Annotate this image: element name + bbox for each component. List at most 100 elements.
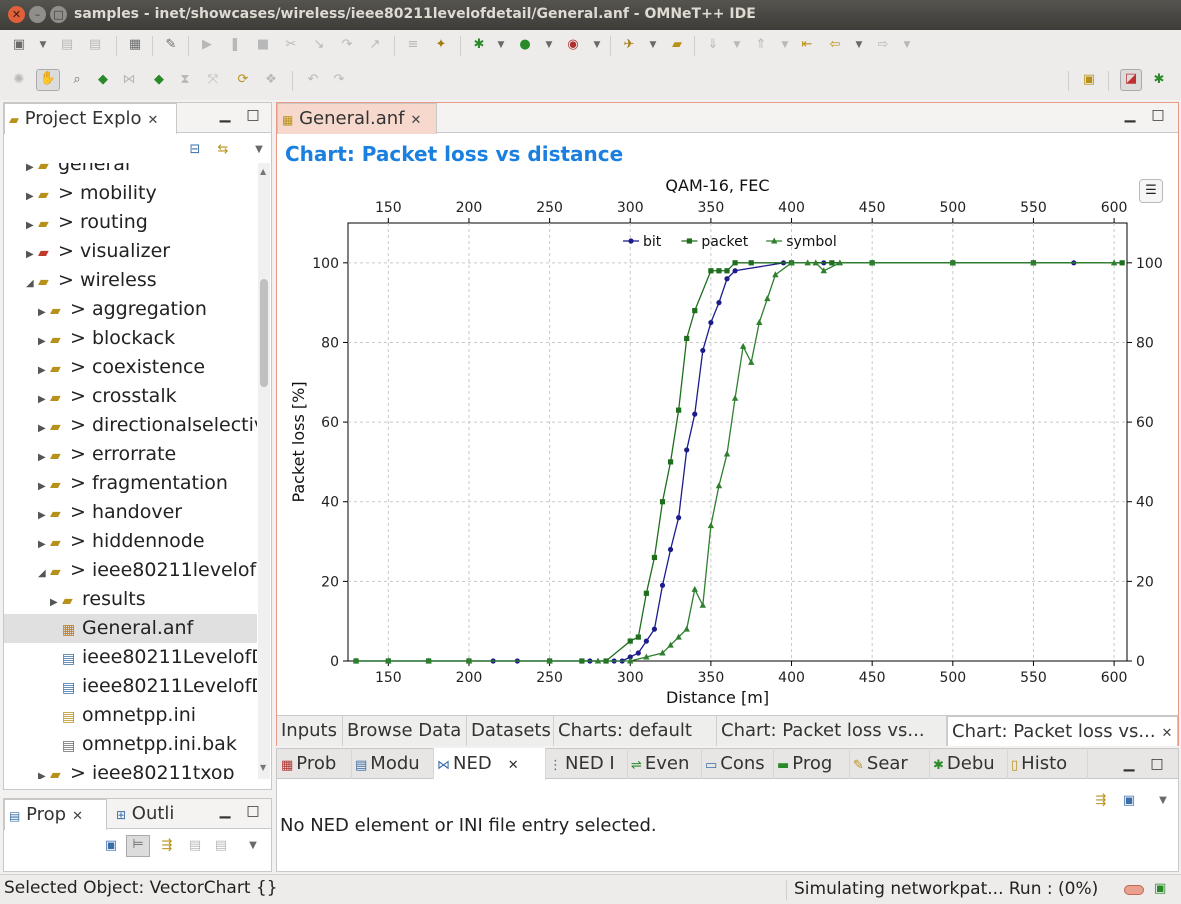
sun-icon[interactable]: ✺ [13,72,25,87]
run-icon[interactable]: ● [519,37,531,52]
outline-tab[interactable]: ⊞ Outli [116,803,175,824]
tree-item[interactable]: ▶ ▰ > handover [4,498,257,527]
page-tab-chart-2[interactable]: Chart: Packet loss vs... ✕ [947,716,1178,746]
open-folder-icon[interactable]: ▰ [672,37,682,52]
editor-tab-general-anf[interactable]: ▦ General.anf ✕ [277,103,437,134]
tab-console[interactable]: ▭ Cons [702,748,774,779]
collapsed-arrow-icon[interactable]: ▶ [38,336,46,347]
tree-item[interactable]: ▶ ▰ > crosstalk [4,382,257,411]
profile-icon[interactable]: ◉ [567,37,579,52]
minimize-icon[interactable]: ▁ [1124,107,1136,123]
view-menu-icon[interactable]: ▼ [1159,795,1167,806]
project-explorer-tab[interactable]: ▰ Project Explo ✕ [4,103,177,134]
back-icon[interactable]: ⇦ [829,37,841,52]
minimize-icon[interactable]: ▁ [1123,756,1135,772]
maximize-icon[interactable]: □ [1150,756,1164,772]
undo-icon[interactable]: ↶ [307,72,319,87]
collapsed-arrow-icon[interactable]: ▶ [38,771,46,779]
tree-item[interactable]: ▤ omnetpp.ini [4,701,257,730]
close-icon[interactable]: ✕ [147,113,159,128]
disconnect-icon[interactable]: ✂ [285,37,297,52]
tree-item[interactable]: ▶ ▰ > directionalselectivity [4,411,257,440]
debug-icon[interactable]: ✱ [473,37,485,52]
minimize-window-button[interactable]: – [29,6,46,23]
debug-perspective-icon[interactable]: ✱ [1153,72,1165,87]
tree-item[interactable]: ▶ ▰ general [4,163,257,179]
collapse-all-icon[interactable]: ⊟ [189,142,201,157]
tree-item[interactable]: ◢ ▰ > wireless [4,266,257,295]
close-icon[interactable]: ✕ [1161,726,1173,741]
collapsed-arrow-icon[interactable]: ▶ [38,365,46,376]
maximize-icon[interactable]: □ [246,803,260,819]
fit-vertical-icon[interactable]: ⧗ [180,72,190,87]
tree-item[interactable]: ▶ ▰ > fragmentation [4,469,257,498]
zoom-horizontal-icon[interactable]: ◆ [98,72,108,87]
tab-ned[interactable]: ⋈ NED ✕ [434,748,546,780]
background-tasks-icon[interactable]: ▣ [1154,881,1167,896]
dropdown-icon[interactable]: ▼ [649,40,657,50]
redo-icon[interactable]: ↷ [333,72,345,87]
tree-item[interactable]: ▶ ▰ > mobility [4,179,257,208]
chart[interactable]: 1501502002002502503003003503504004004504… [278,173,1178,713]
properties-tab[interactable]: ▤ Prop ✕ [4,799,107,830]
tree-item[interactable]: ▶ ▰ results [4,585,257,614]
tree-item[interactable]: ▶ ▰ > hiddennode [4,527,257,556]
dropdown-icon[interactable]: ▼ [855,40,863,50]
collapsed-arrow-icon[interactable]: ▶ [38,394,46,405]
advanced-icon[interactable]: ▤ [214,838,228,853]
page-tab-chart-1[interactable]: Chart: Packet loss vs... [717,716,947,746]
tab-problems[interactable]: ▦ Prob [278,748,352,779]
tree-item[interactable]: ◢ ▰ > ieee80211levelofdetail [4,556,257,585]
chart-properties-icon[interactable]: ☰ [1139,179,1163,203]
view-menu-icon[interactable]: ▼ [249,840,257,851]
link-editor-icon[interactable]: ⇆ [217,142,229,157]
progress-status[interactable]: Simulating networkpat... Run : (0%) [794,879,1099,899]
page-tab-browse-data[interactable]: Browse Data [343,716,467,746]
close-icon[interactable]: ✕ [507,758,519,773]
wizard-icon[interactable]: ✦ [435,37,447,52]
copy-icon[interactable]: ❖ [265,72,277,87]
tree-item[interactable]: ▶ ▰ > visualizer [4,237,257,266]
scroll-thumb[interactable] [260,279,268,387]
tab-modules[interactable]: ▤ Modu [352,748,434,779]
collapsed-arrow-icon[interactable]: ▶ [26,220,34,231]
zoom-icon[interactable]: ⌕ [73,72,81,87]
pause-icon[interactable]: ❚ [229,37,241,52]
tree-item[interactable]: ▶ ▰ > errorrate [4,440,257,469]
tree-item[interactable]: ▶ ▰ > ieee80211txop [4,759,257,779]
dropdown-icon[interactable]: ▼ [733,40,741,50]
dropdown-icon[interactable]: ▼ [497,40,505,50]
tab-search[interactable]: ✎ Sear [850,748,930,779]
minimize-icon[interactable]: ▁ [219,803,231,819]
refresh-icon[interactable]: ⟳ [237,72,249,87]
close-window-button[interactable]: ✕ [8,6,25,23]
stop-icon[interactable]: ■ [256,37,270,52]
collapsed-arrow-icon[interactable]: ▶ [26,163,34,173]
binary-icon[interactable]: ▦ [128,37,142,52]
collapsed-arrow-icon[interactable]: ▶ [50,597,58,608]
step-return-icon[interactable]: ↗ [369,37,381,52]
expanded-arrow-icon[interactable]: ◢ [26,278,34,289]
collapsed-arrow-icon[interactable]: ▶ [26,191,34,202]
save-icon[interactable]: ▤ [60,37,74,52]
tree-scrollbar[interactable]: ▲ ▼ [258,163,270,779]
categories-icon[interactable]: ⊨ [126,835,150,857]
simulation-perspective-icon[interactable]: ◪ [1120,69,1142,91]
hand-icon[interactable]: ✋ [36,69,60,91]
maximize-window-button[interactable]: □ [50,6,67,23]
expanded-arrow-icon[interactable]: ◢ [38,568,46,579]
step-into-icon[interactable]: ↘ [313,37,325,52]
tree-item[interactable]: ▤ ieee80211LevelofDetail.ned [4,643,257,672]
maximize-icon[interactable]: □ [1151,107,1165,123]
tree-item[interactable]: ▶ ▰ > routing [4,208,257,237]
filter-icon[interactable]: ⇶ [161,838,173,853]
forward-icon[interactable]: ⇨ [877,37,889,52]
page-tab-charts-default[interactable]: Charts: default [554,716,717,746]
zoom-fit-icon[interactable]: ⤧ [207,72,219,87]
tab-history[interactable]: ▯ Histo [1008,748,1088,779]
edit-icon[interactable]: ✎ [165,37,177,52]
new-icon[interactable]: ▣ [12,37,26,52]
external-tools-icon[interactable]: ✈ [623,37,635,52]
collapsed-arrow-icon[interactable]: ▶ [38,307,46,318]
link-with-editor-icon[interactable]: ⇶ [1095,793,1107,808]
